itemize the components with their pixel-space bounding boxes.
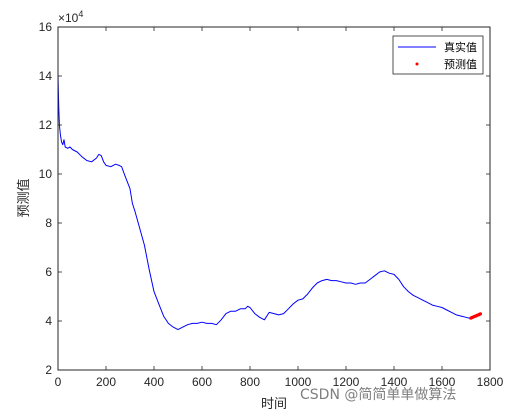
y-exponent-power: 4 bbox=[78, 9, 83, 19]
plot-area bbox=[58, 27, 490, 370]
y-tick-label-2: 6 bbox=[45, 265, 52, 279]
x-tick-label-1: 200 bbox=[96, 375, 116, 389]
x-tick-label-5: 1000 bbox=[285, 375, 312, 389]
y-axis-label: 预测值 bbox=[16, 178, 31, 217]
y-tick-label-0: 2 bbox=[45, 363, 52, 377]
legend-box bbox=[392, 35, 484, 75]
x-tick-label-4: 800 bbox=[240, 375, 260, 389]
y-tick-label-3: 8 bbox=[45, 216, 52, 230]
x-tick-label-8: 1600 bbox=[429, 375, 456, 389]
series-layer bbox=[57, 73, 482, 331]
y-tick-label-4: 10 bbox=[39, 167, 53, 181]
y-tick-label-5: 12 bbox=[39, 118, 53, 132]
x-tick-label-9: 1800 bbox=[477, 375, 504, 389]
x-tick-label-2: 400 bbox=[144, 375, 164, 389]
y-tick-label-1: 4 bbox=[45, 314, 52, 328]
x-tick-label-6: 1200 bbox=[333, 375, 360, 389]
legend-label-true: 真实值 bbox=[444, 40, 477, 54]
legend: 真实值 预测值 bbox=[392, 35, 484, 75]
x-tick-label-3: 600 bbox=[192, 375, 212, 389]
series-line-0 bbox=[57, 73, 481, 331]
x-axis-label: 时间 bbox=[261, 396, 287, 411]
prediction-point-10 bbox=[478, 312, 482, 316]
y-tick-label-6: 14 bbox=[39, 69, 53, 83]
watermark: CSDN @简简单单做算法 bbox=[300, 387, 457, 403]
y-exponent-label: ×104 bbox=[58, 9, 83, 25]
tick-layer: 0 200 400 600 800 1000 1200 1400 1600 1800 2 4 6 8 10 1… bbox=[39, 20, 504, 389]
axes-box bbox=[57, 26, 491, 371]
legend-marker-swatch bbox=[415, 62, 419, 66]
x-tick-label-7: 1400 bbox=[381, 375, 408, 389]
x-tick-label-0: 0 bbox=[55, 375, 62, 389]
legend-label-pred: 预测值 bbox=[444, 58, 477, 71]
y-tick-label-7: 16 bbox=[39, 20, 53, 34]
